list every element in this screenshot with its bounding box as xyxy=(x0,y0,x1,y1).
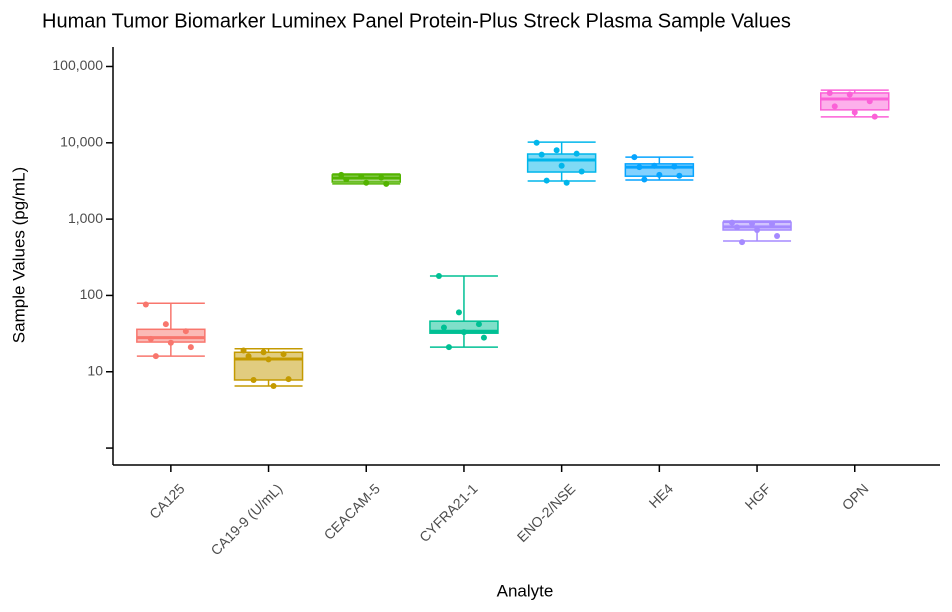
x-tick-label: CA125 xyxy=(146,480,188,522)
y-tick-label: 1,000 xyxy=(68,210,103,226)
point xyxy=(573,150,580,157)
x-tick-label: CEACAM-5 xyxy=(321,480,384,543)
point xyxy=(378,174,385,181)
point xyxy=(435,272,442,279)
point xyxy=(871,113,878,120)
point xyxy=(460,329,467,336)
point xyxy=(851,109,858,116)
point xyxy=(162,321,169,328)
point xyxy=(480,334,487,341)
point xyxy=(553,147,560,154)
point xyxy=(774,233,781,240)
point xyxy=(826,89,833,96)
point xyxy=(343,176,350,183)
x-tick-label: HE4 xyxy=(646,480,677,511)
point xyxy=(846,91,853,98)
point xyxy=(147,335,154,342)
box xyxy=(233,351,304,381)
point xyxy=(363,179,370,186)
point xyxy=(260,349,267,356)
point xyxy=(445,344,452,351)
point xyxy=(240,347,247,354)
point xyxy=(440,324,447,331)
x-tick-label: OPN xyxy=(839,480,872,513)
point xyxy=(769,220,776,227)
y-tick-label: 100 xyxy=(80,286,104,302)
point xyxy=(739,239,746,246)
point xyxy=(270,383,277,390)
point xyxy=(358,173,365,180)
point xyxy=(533,139,540,146)
point xyxy=(167,339,174,346)
point xyxy=(749,220,756,227)
point xyxy=(455,309,462,316)
point xyxy=(558,162,565,169)
point xyxy=(280,351,287,358)
point xyxy=(641,176,648,183)
point xyxy=(631,154,638,161)
point xyxy=(182,328,189,335)
point xyxy=(563,179,570,186)
y-tick-label: 10,000 xyxy=(60,134,103,150)
point xyxy=(866,98,873,105)
y-axis-title: Sample Values (pg/mL) xyxy=(9,167,28,343)
point xyxy=(676,172,683,179)
point xyxy=(245,353,252,360)
point xyxy=(383,180,390,187)
y-tick-label: 100,000 xyxy=(52,57,103,73)
point xyxy=(250,376,257,383)
point xyxy=(265,356,272,363)
point xyxy=(578,168,585,175)
point xyxy=(831,103,838,110)
point xyxy=(543,177,550,184)
point xyxy=(734,224,741,231)
point xyxy=(152,353,159,360)
point xyxy=(754,227,761,234)
point xyxy=(475,321,482,328)
chart-title: Human Tumor Biomarker Luminex Panel Prot… xyxy=(42,10,791,32)
point xyxy=(651,162,658,169)
point xyxy=(142,301,149,308)
point xyxy=(338,171,345,178)
point xyxy=(285,376,292,383)
x-axis-title: Analyte xyxy=(497,581,554,600)
x-tick-label: CYFRA21-1 xyxy=(416,480,481,545)
point xyxy=(656,171,663,178)
point xyxy=(729,219,736,226)
y-tick-label: 10 xyxy=(87,362,103,378)
x-tick-label: ENO-2/NSE xyxy=(514,480,579,545)
point xyxy=(636,164,643,171)
x-tick-label: CA19-9 (U/mL) xyxy=(207,480,285,558)
point xyxy=(538,151,545,158)
x-tick-label: HGF xyxy=(742,480,774,512)
point xyxy=(187,344,194,351)
point xyxy=(671,163,678,170)
